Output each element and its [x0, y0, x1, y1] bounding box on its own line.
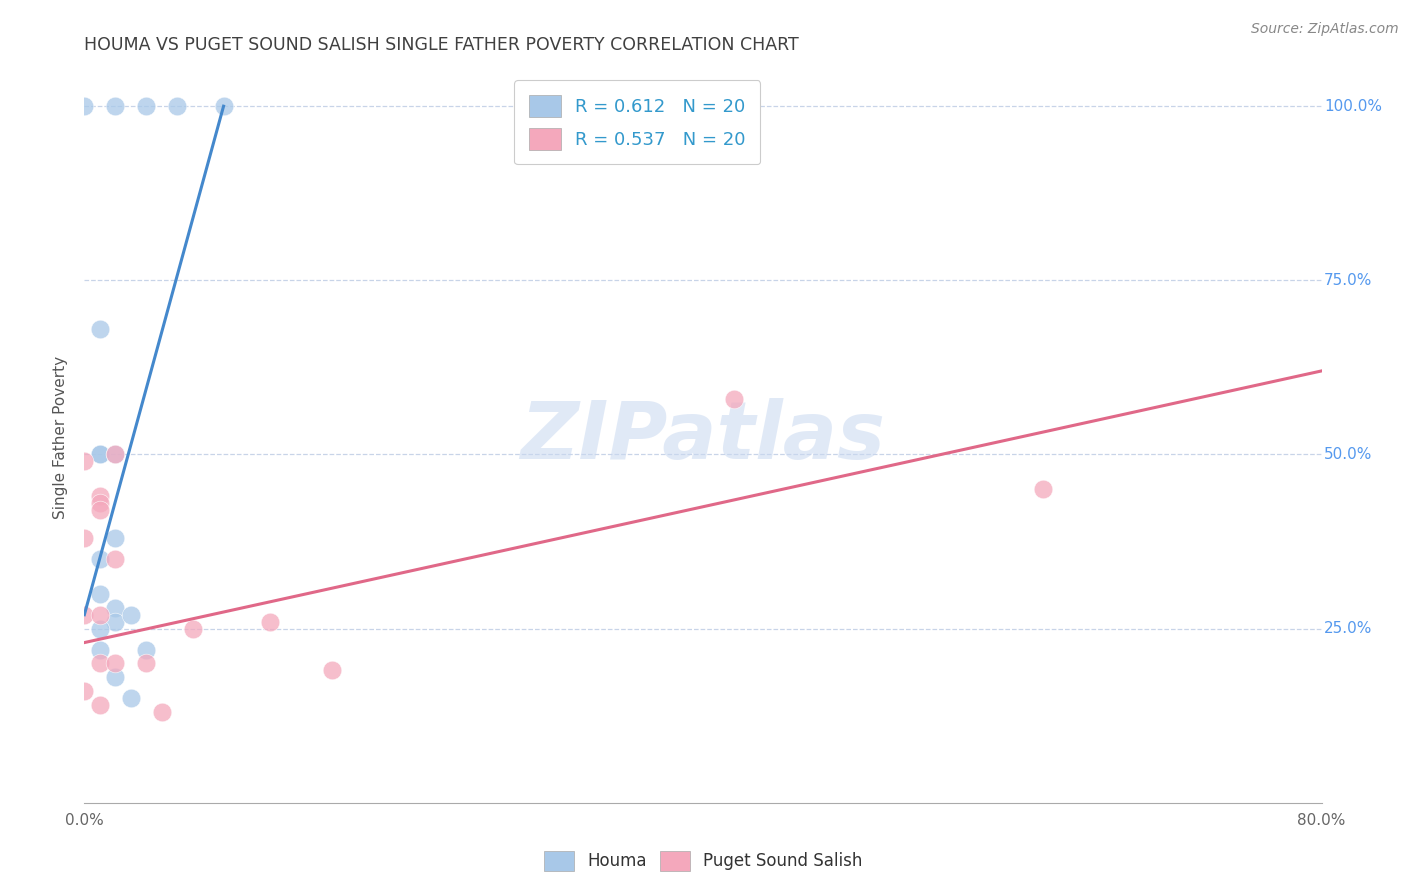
Point	[120, 607, 142, 622]
Point	[723, 392, 745, 406]
Point	[1032, 483, 1054, 497]
Point	[89, 642, 111, 657]
Point	[104, 600, 127, 615]
Point	[89, 622, 111, 636]
Point	[89, 496, 111, 510]
Point	[259, 615, 281, 629]
Point	[89, 489, 111, 503]
Point	[104, 657, 127, 671]
Point	[73, 454, 96, 468]
Point	[104, 552, 127, 566]
Point	[89, 607, 111, 622]
Point	[104, 99, 127, 113]
Point	[150, 705, 173, 719]
Point	[73, 684, 96, 698]
Y-axis label: Single Father Poverty: Single Father Poverty	[53, 356, 69, 518]
Point	[120, 691, 142, 706]
Point	[89, 657, 111, 671]
Point	[73, 99, 96, 113]
Text: 50.0%: 50.0%	[1324, 447, 1372, 462]
Legend: R = 0.612   N = 20, R = 0.537   N = 20: R = 0.612 N = 20, R = 0.537 N = 20	[515, 80, 761, 164]
Point	[135, 657, 157, 671]
Text: 25.0%: 25.0%	[1324, 621, 1372, 636]
Point	[321, 664, 343, 678]
Text: 75.0%: 75.0%	[1324, 273, 1372, 288]
Point	[89, 698, 111, 713]
Point	[135, 642, 157, 657]
Point	[181, 622, 204, 636]
Point	[89, 448, 111, 462]
Text: Source: ZipAtlas.com: Source: ZipAtlas.com	[1251, 22, 1399, 37]
Point	[104, 448, 127, 462]
Point	[104, 615, 127, 629]
Point	[104, 448, 127, 462]
Point	[212, 99, 235, 113]
Point	[135, 99, 157, 113]
Point	[73, 531, 96, 545]
Point	[89, 587, 111, 601]
Point	[89, 448, 111, 462]
Point	[89, 322, 111, 336]
Point	[104, 531, 127, 545]
Text: 100.0%: 100.0%	[1324, 99, 1382, 113]
Point	[89, 552, 111, 566]
Point	[166, 99, 188, 113]
Text: ZIPatlas: ZIPatlas	[520, 398, 886, 476]
Text: HOUMA VS PUGET SOUND SALISH SINGLE FATHER POVERTY CORRELATION CHART: HOUMA VS PUGET SOUND SALISH SINGLE FATHE…	[84, 36, 799, 54]
Point	[89, 503, 111, 517]
Point	[104, 670, 127, 684]
Point	[73, 607, 96, 622]
Legend: Houma, Puget Sound Salish: Houma, Puget Sound Salish	[536, 842, 870, 880]
